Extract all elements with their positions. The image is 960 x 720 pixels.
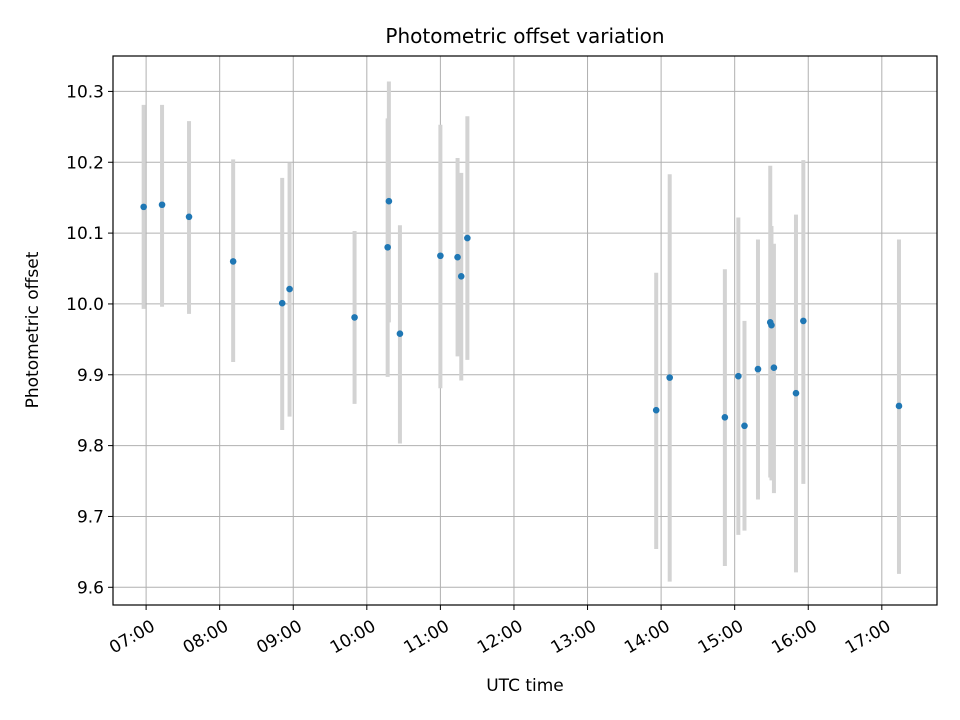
x-tick-label: 17:00 (842, 616, 894, 658)
y-tick-label: 9.9 (77, 366, 104, 386)
data-point (895, 402, 903, 410)
data-point (792, 389, 800, 397)
data-point (741, 422, 748, 430)
y-tick-label: 10.3 (66, 82, 104, 102)
x-tick-label: 08:00 (180, 616, 232, 658)
data-point (229, 258, 237, 265)
data-point (385, 197, 393, 205)
data-point (396, 330, 404, 337)
y-axis-label: Photometric offset (23, 251, 43, 408)
x-tick-label: 07:00 (106, 616, 158, 658)
x-axis-ticks: 07:00 08:00 09:00 10:00 11:00 12:00 13:00 14:00… (106, 605, 894, 658)
data-point (158, 201, 166, 209)
data-point (437, 252, 444, 260)
data-point (351, 314, 358, 321)
y-tick-label: 9.7 (77, 507, 104, 527)
data-point (185, 213, 193, 221)
plot-area-frame (112, 55, 938, 606)
y-tick-label: 10.2 (66, 153, 104, 173)
y-axis-ticks: 9.6 9.7 9.8 9.9 10.0 10.1 10.2 10.3 (66, 82, 113, 598)
data-point (384, 243, 391, 251)
data-point (770, 364, 778, 371)
data-point (721, 413, 729, 421)
x-tick-label: 11:00 (400, 616, 452, 658)
data-point (735, 372, 742, 380)
data-point (454, 253, 461, 261)
data-point (768, 321, 775, 329)
data-point (754, 365, 762, 373)
y-tick-label: 9.6 (77, 578, 104, 598)
data-point (666, 374, 673, 381)
x-tick-label: 13:00 (548, 616, 600, 658)
x-axis-label: UTC time (486, 676, 564, 696)
x-tick-label: 10:00 (327, 616, 379, 658)
y-tick-label: 9.8 (77, 437, 104, 457)
data-point (800, 317, 807, 325)
grid (113, 56, 937, 605)
data-point (464, 234, 471, 242)
data-point (140, 203, 147, 211)
x-tick-label: 16:00 (768, 616, 820, 658)
x-tick-label: 15:00 (695, 616, 747, 658)
error-bars (141, 81, 901, 582)
data-point (286, 285, 293, 293)
chart-title: Photometric offset variation (385, 24, 664, 48)
y-tick-label: 10.0 (66, 295, 104, 315)
data-point (652, 406, 660, 414)
data-point (278, 299, 286, 307)
y-tick-label: 10.1 (66, 224, 104, 244)
x-tick-label: 14:00 (621, 616, 673, 658)
x-tick-label: 09:00 (253, 616, 305, 658)
data-points (140, 197, 903, 430)
data-point (457, 273, 465, 280)
x-tick-label: 12:00 (474, 616, 526, 658)
